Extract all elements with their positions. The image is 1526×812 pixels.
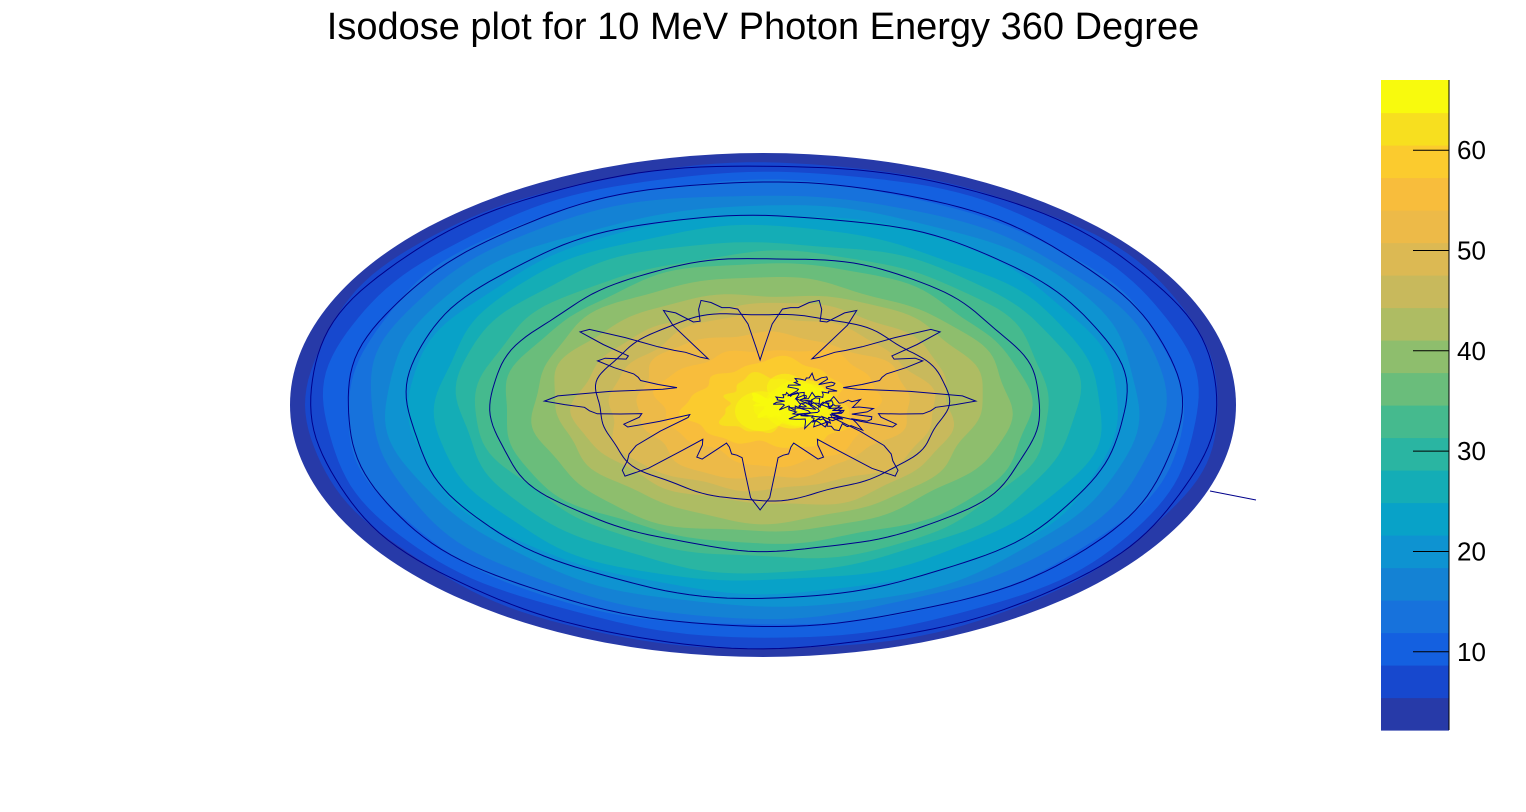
isodose-line-21	[405, 214, 1128, 600]
colorbar-tick-label: 50	[1457, 236, 1486, 266]
colorbar-swatch	[1381, 307, 1449, 341]
colorbar-tick-label: 60	[1457, 135, 1486, 165]
colorbar-swatch	[1381, 665, 1449, 699]
isodose-line-6	[310, 165, 1218, 650]
colorbar-swatch	[1381, 405, 1449, 439]
colorbar: 10 20 30 40 50 60	[1381, 80, 1486, 731]
isodose-line-54	[799, 401, 845, 425]
colorbar-swatch	[1381, 242, 1449, 276]
colorbar-swatch	[1381, 502, 1449, 536]
colorbar-swatch	[1381, 632, 1449, 666]
colorbar-swatch	[1381, 600, 1449, 634]
colorbar-swatch	[1381, 275, 1449, 309]
colorbar-swatch	[1381, 177, 1449, 211]
colorbar-swatch	[1381, 340, 1449, 374]
dose-field	[290, 153, 1236, 657]
colorbar-swatch	[1381, 697, 1449, 731]
colorbar-swatch	[1381, 112, 1449, 146]
isodose-line-46	[595, 313, 951, 502]
colorbar-swatch	[1381, 372, 1449, 406]
colorbar-tick-label: 40	[1457, 336, 1486, 366]
isodose-line-33	[489, 258, 1041, 553]
isodose-line-54	[796, 395, 876, 432]
colorbar-swatch	[1381, 470, 1449, 504]
isodose-line-54	[772, 391, 814, 412]
colorbar-tick-label: 10	[1457, 637, 1486, 667]
colorbar-swatch	[1381, 80, 1449, 114]
isodose-line-12	[347, 181, 1184, 627]
axis-tick-line	[1209, 490, 1257, 501]
dose-hotspot	[764, 403, 784, 418]
colorbar-tick-label: 20	[1457, 537, 1486, 567]
colorbar-tick-label: 30	[1457, 436, 1486, 466]
isodose-contours	[310, 165, 1218, 650]
chart-title: Isodose plot for 10 MeV Photon Energy 36…	[326, 6, 1200, 48]
isodose-line-54	[542, 299, 978, 511]
colorbar-swatch	[1381, 210, 1449, 244]
colorbar-swatch	[1381, 567, 1449, 601]
isodose-line-54	[787, 372, 838, 400]
colorbar-swatch	[1381, 437, 1449, 471]
